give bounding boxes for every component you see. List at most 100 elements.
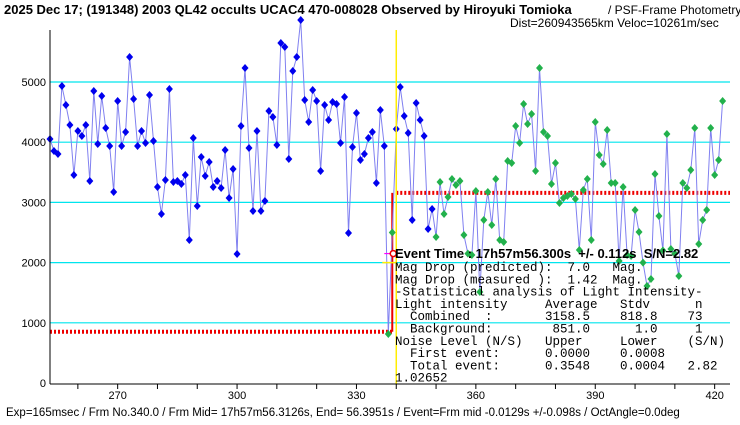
point-outside-event <box>285 154 293 163</box>
point-outside-event <box>269 112 277 121</box>
point-event-window <box>388 228 396 237</box>
point-outside-event <box>325 115 333 124</box>
point-outside-event <box>412 99 420 108</box>
point-outside-event <box>225 194 233 203</box>
stats-line: Mag Drop (predicted): 7.0 Mag. <box>395 261 643 275</box>
point-event-window <box>691 123 699 132</box>
point-event-window <box>615 256 623 265</box>
point-outside-event <box>58 81 66 90</box>
point-event-window <box>528 110 536 119</box>
point-outside-event <box>301 95 309 104</box>
point-event-window <box>512 122 520 131</box>
point-outside-event <box>241 63 249 72</box>
point-outside-event <box>217 184 225 193</box>
point-event-window <box>611 179 619 188</box>
point-outside-event <box>364 133 372 142</box>
point-outside-event <box>213 177 221 186</box>
point-outside-event <box>424 225 432 234</box>
point-event-window <box>627 251 635 260</box>
point-outside-event <box>126 53 134 62</box>
point-event-window <box>444 192 452 201</box>
point-outside-event <box>193 202 201 211</box>
point-event-window <box>639 258 647 267</box>
stats-line: Noise Level (N/S) Upper Lower (S/N) <box>395 335 725 349</box>
point-outside-event <box>376 105 384 114</box>
point-outside-event <box>201 171 209 180</box>
point-event-window <box>675 272 683 281</box>
point-outside-event <box>106 141 114 150</box>
point-event-window <box>448 174 456 183</box>
point-outside-event <box>337 138 345 147</box>
point-outside-event <box>189 133 197 142</box>
point-outside-event <box>265 107 273 116</box>
event-marker-circle <box>389 249 398 258</box>
y-tick-label: 1000 <box>22 318 46 330</box>
point-outside-event <box>345 228 352 237</box>
point-outside-event <box>197 153 205 162</box>
point-outside-event <box>130 94 138 103</box>
point-event-window <box>631 205 639 214</box>
point-outside-event <box>257 207 265 216</box>
point-outside-event <box>78 131 86 140</box>
point-outside-event <box>352 109 360 118</box>
point-event-window <box>567 189 575 198</box>
point-event-window <box>476 287 484 296</box>
point-outside-event <box>408 215 416 224</box>
point-event-window <box>508 159 516 168</box>
stats-line: -Statistical analysis of Light Intensity… <box>395 286 703 300</box>
point-outside-event <box>237 122 245 131</box>
y-tick-label: 3000 <box>22 197 46 209</box>
point-outside-event <box>372 179 380 188</box>
point-event-window <box>532 166 540 175</box>
point-outside-event <box>221 146 229 155</box>
point-event-window <box>587 236 595 245</box>
point-event-window <box>575 246 583 255</box>
point-event-window <box>544 131 551 140</box>
point-event-window <box>595 151 603 160</box>
y-tick-label: 5000 <box>22 77 46 89</box>
x-tick-label: 330 <box>347 390 365 402</box>
point-outside-event <box>305 117 313 126</box>
point-outside-event <box>86 177 94 186</box>
point-outside-event <box>400 112 408 121</box>
point-event-window <box>432 233 440 242</box>
x-tick-label: 300 <box>228 390 246 402</box>
point-event-window <box>635 228 643 237</box>
point-outside-event <box>185 236 193 245</box>
point-outside-event <box>396 82 404 91</box>
event-time: Event Time : 17h57m56.300s +/- 0.112s S/… <box>395 246 698 261</box>
stats-line: Light intensity Average Stdv n <box>395 298 703 312</box>
point-event-window <box>555 199 563 208</box>
point-outside-event <box>181 171 189 180</box>
photometry-method: / PSF-Frame Photometry / <box>608 3 740 17</box>
point-outside-event <box>82 120 90 129</box>
point-event-window <box>500 238 508 247</box>
point-outside-event <box>229 164 237 173</box>
point-outside-event <box>420 131 428 140</box>
point-event-window <box>547 179 555 188</box>
point-event-window <box>643 282 651 291</box>
point-event-window <box>715 156 723 165</box>
point-event-window <box>536 63 544 72</box>
point-outside-event <box>348 143 356 152</box>
point-outside-event <box>253 127 261 136</box>
stats-line: Total event: 0.3548 0.0004 2.82 <box>395 359 718 373</box>
point-outside-event <box>205 158 213 167</box>
point-outside-event <box>134 141 142 150</box>
dist-veloc: Dist=260943565km Veloc=10261m/sec <box>510 16 719 30</box>
point-event-window <box>719 97 727 106</box>
point-outside-event <box>66 120 74 129</box>
point-outside-event <box>90 87 98 96</box>
point-event-window <box>492 174 500 183</box>
point-event-window <box>699 215 707 224</box>
y-tick-label: 0 <box>40 378 46 390</box>
point-event-window <box>524 120 532 129</box>
point-outside-event <box>368 128 376 137</box>
point-event-window <box>591 117 599 126</box>
light-curve-line <box>49 19 724 335</box>
point-outside-event <box>416 115 424 124</box>
point-outside-event <box>122 128 130 137</box>
point-event-window <box>687 166 695 175</box>
point-outside-event <box>161 176 169 185</box>
